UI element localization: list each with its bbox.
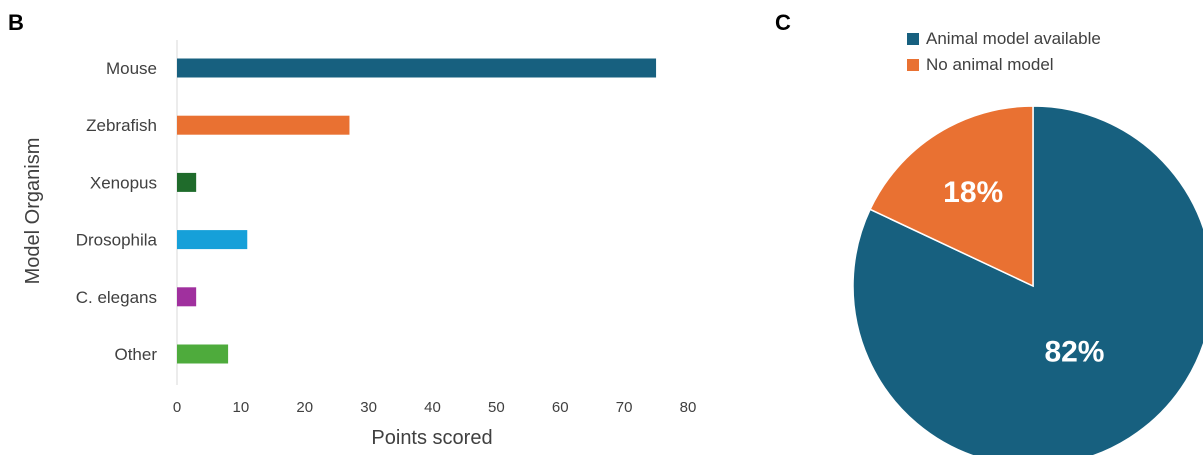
category-label: C. elegans — [76, 288, 157, 307]
category-label: Mouse — [106, 59, 157, 78]
x-tick-label: 70 — [616, 399, 633, 416]
bar-mouse — [177, 58, 657, 78]
bar-x-tick-labels: 0 10 20 30 40 50 60 70 80 — [173, 399, 697, 416]
category-label: Other — [114, 345, 157, 364]
y-axis-title: Model Organism — [22, 138, 44, 285]
x-tick-label: 80 — [680, 399, 697, 416]
legend-swatch — [907, 59, 919, 71]
x-tick-label: 50 — [488, 399, 505, 416]
x-axis-title: Points scored — [371, 427, 492, 449]
bar-chart: Mouse Zebrafish Xenopus Drosophila C. elegan… — [22, 40, 696, 449]
category-label: Xenopus — [90, 173, 157, 192]
x-tick-label: 10 — [233, 399, 250, 416]
legend-label: Animal model available — [926, 29, 1101, 48]
panel-c-letter: C — [775, 10, 791, 35]
bar-drosophila — [177, 230, 248, 250]
legend-label: No animal model — [926, 55, 1054, 74]
x-tick-label: 60 — [552, 399, 569, 416]
panel-b-letter: B — [8, 10, 24, 35]
bar-xenopus — [177, 172, 197, 192]
category-label: Zebrafish — [86, 116, 157, 135]
pie-slice-no-animal-model — [869, 105, 1034, 288]
pie-slices — [852, 105, 1203, 455]
x-tick-label: 0 — [173, 399, 181, 416]
bar-other — [177, 344, 229, 364]
x-tick-label: 40 — [424, 399, 441, 416]
pie-value-labels: 82% 18% — [943, 176, 1104, 369]
pie-chart: Animal model available No animal model 82… — [852, 29, 1203, 455]
x-tick-label: 20 — [296, 399, 313, 416]
bar-category-labels: Mouse Zebrafish Xenopus Drosophila C. elegan… — [76, 59, 158, 364]
pie-value-label: 82% — [1044, 335, 1104, 368]
x-tick-label: 30 — [360, 399, 377, 416]
category-label: Drosophila — [76, 231, 158, 250]
bar-zebrafish — [177, 115, 350, 135]
bar-marks — [177, 58, 657, 364]
pie-legend: Animal model available No animal model — [907, 29, 1101, 74]
bar-c-elegans — [177, 287, 197, 307]
pie-slice-animal-model-available — [852, 105, 1203, 455]
legend-swatch — [907, 33, 919, 45]
pie-value-label: 18% — [943, 176, 1003, 209]
